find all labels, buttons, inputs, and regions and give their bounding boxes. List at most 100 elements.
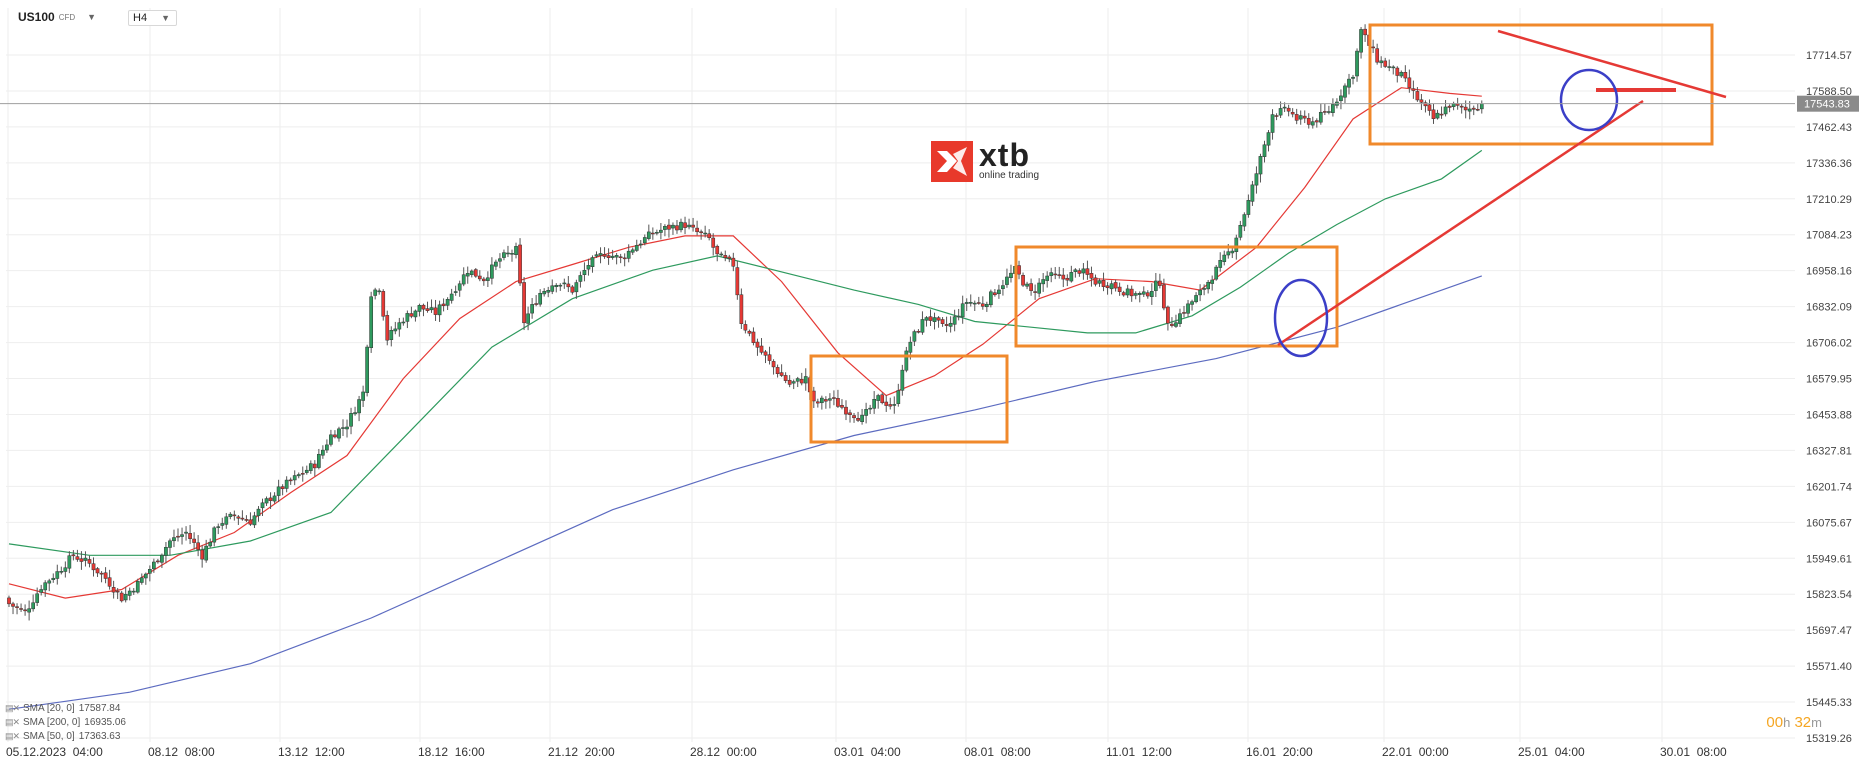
- candle: [139, 573, 144, 585]
- candle: [107, 569, 112, 590]
- candle: [1399, 70, 1404, 78]
- symbol-selector[interactable]: US100 CFD ▼: [18, 10, 96, 24]
- candle: [1258, 153, 1263, 183]
- candle: [815, 398, 820, 408]
- y-tick-label: 16201.74: [1806, 481, 1852, 493]
- candle: [1355, 48, 1359, 82]
- candle-body: [494, 261, 498, 267]
- candle-body: [993, 292, 997, 296]
- candle-body: [510, 253, 514, 255]
- timeframe-selector[interactable]: H4 ▼: [128, 10, 177, 26]
- candle: [1129, 285, 1134, 302]
- candle-body: [566, 283, 571, 288]
- candle: [1222, 250, 1227, 266]
- x-tick-label: 08.01 08:00: [964, 745, 1031, 759]
- candle-body: [361, 391, 365, 401]
- candle: [168, 538, 172, 556]
- candle-body: [1431, 109, 1436, 120]
- candle: [542, 288, 547, 297]
- candle: [67, 551, 72, 574]
- candle: [405, 310, 410, 329]
- candle: [377, 288, 382, 295]
- candle: [1218, 252, 1223, 272]
- candle-body: [646, 231, 651, 239]
- candle-body: [1286, 107, 1291, 112]
- candle-body: [1322, 111, 1327, 113]
- candle-body: [135, 581, 140, 593]
- candle-body: [1009, 272, 1013, 278]
- candle: [1302, 110, 1307, 124]
- x-tick-label: 30.01 08:00: [1660, 745, 1727, 759]
- candle: [1322, 103, 1327, 116]
- candle: [296, 472, 301, 479]
- candle: [924, 316, 929, 327]
- candle-body: [815, 401, 820, 404]
- candle-body: [735, 267, 740, 296]
- candle: [1379, 56, 1384, 68]
- candle: [650, 227, 655, 240]
- y-tick-label: 16832.09: [1806, 302, 1852, 314]
- candle-body: [590, 257, 595, 268]
- candle-body: [626, 250, 631, 259]
- candle-body: [204, 545, 209, 561]
- legend-sma-20[interactable]: ▤✕ SMA [20, 0] 17587.84: [5, 703, 120, 714]
- candle: [79, 551, 84, 570]
- candle: [868, 404, 872, 415]
- candle: [659, 223, 663, 240]
- candle-body: [208, 541, 213, 547]
- candle-body: [79, 558, 84, 562]
- candle: [31, 594, 35, 612]
- candle: [115, 588, 120, 600]
- candle-body: [542, 291, 547, 295]
- timeframe-label: H4: [133, 12, 148, 24]
- candle-body: [856, 418, 860, 421]
- candle-body: [180, 534, 184, 537]
- candle: [143, 572, 148, 585]
- candle-body: [767, 354, 772, 361]
- candle-body: [1242, 214, 1247, 227]
- candle: [389, 326, 394, 347]
- candle-body: [465, 273, 470, 277]
- candle: [373, 287, 378, 300]
- xtb-logo: xtb online trading: [931, 137, 1039, 182]
- candle-body: [139, 577, 144, 583]
- candle: [952, 309, 957, 332]
- candle-body: [304, 469, 309, 473]
- candle-body: [1005, 276, 1009, 285]
- candle-body: [1053, 273, 1058, 276]
- candle-body: [115, 590, 120, 593]
- settings-icon[interactable]: ▤✕: [5, 717, 20, 727]
- candle-body: [880, 394, 885, 404]
- candle-body: [731, 257, 736, 267]
- candle: [1005, 268, 1009, 288]
- candle-body: [1411, 88, 1416, 91]
- candle-body: [164, 547, 168, 556]
- legend-sma-50[interactable]: ▤✕ SMA [50, 0] 17363.63: [5, 731, 120, 742]
- candle: [27, 600, 31, 621]
- candle-body: [1407, 77, 1412, 88]
- candle-body: [570, 286, 575, 293]
- candle-body: [763, 351, 768, 356]
- settings-icon[interactable]: ▤✕: [5, 731, 20, 741]
- range-box: [1368, 23, 1714, 146]
- candle: [1170, 317, 1174, 328]
- chevron-down-icon[interactable]: ▼: [87, 12, 97, 22]
- candle: [119, 591, 124, 603]
- candle-body: [924, 317, 929, 321]
- candle-body: [968, 301, 973, 304]
- settings-icon[interactable]: ▤✕: [5, 703, 20, 713]
- candle-body: [192, 538, 196, 543]
- candle-body: [91, 563, 96, 571]
- candle-body: [1459, 105, 1464, 108]
- candle: [55, 564, 60, 585]
- chevron-down-icon[interactable]: ▼: [161, 13, 170, 23]
- candle-body: [1282, 106, 1287, 109]
- logo-brand: xtb: [979, 137, 1030, 173]
- candle-body: [630, 249, 635, 253]
- legend-sma-200[interactable]: ▤✕ SMA [200, 0] 16935.06: [5, 717, 126, 728]
- candle-body: [373, 289, 378, 296]
- candle: [502, 249, 506, 261]
- candle: [956, 308, 961, 321]
